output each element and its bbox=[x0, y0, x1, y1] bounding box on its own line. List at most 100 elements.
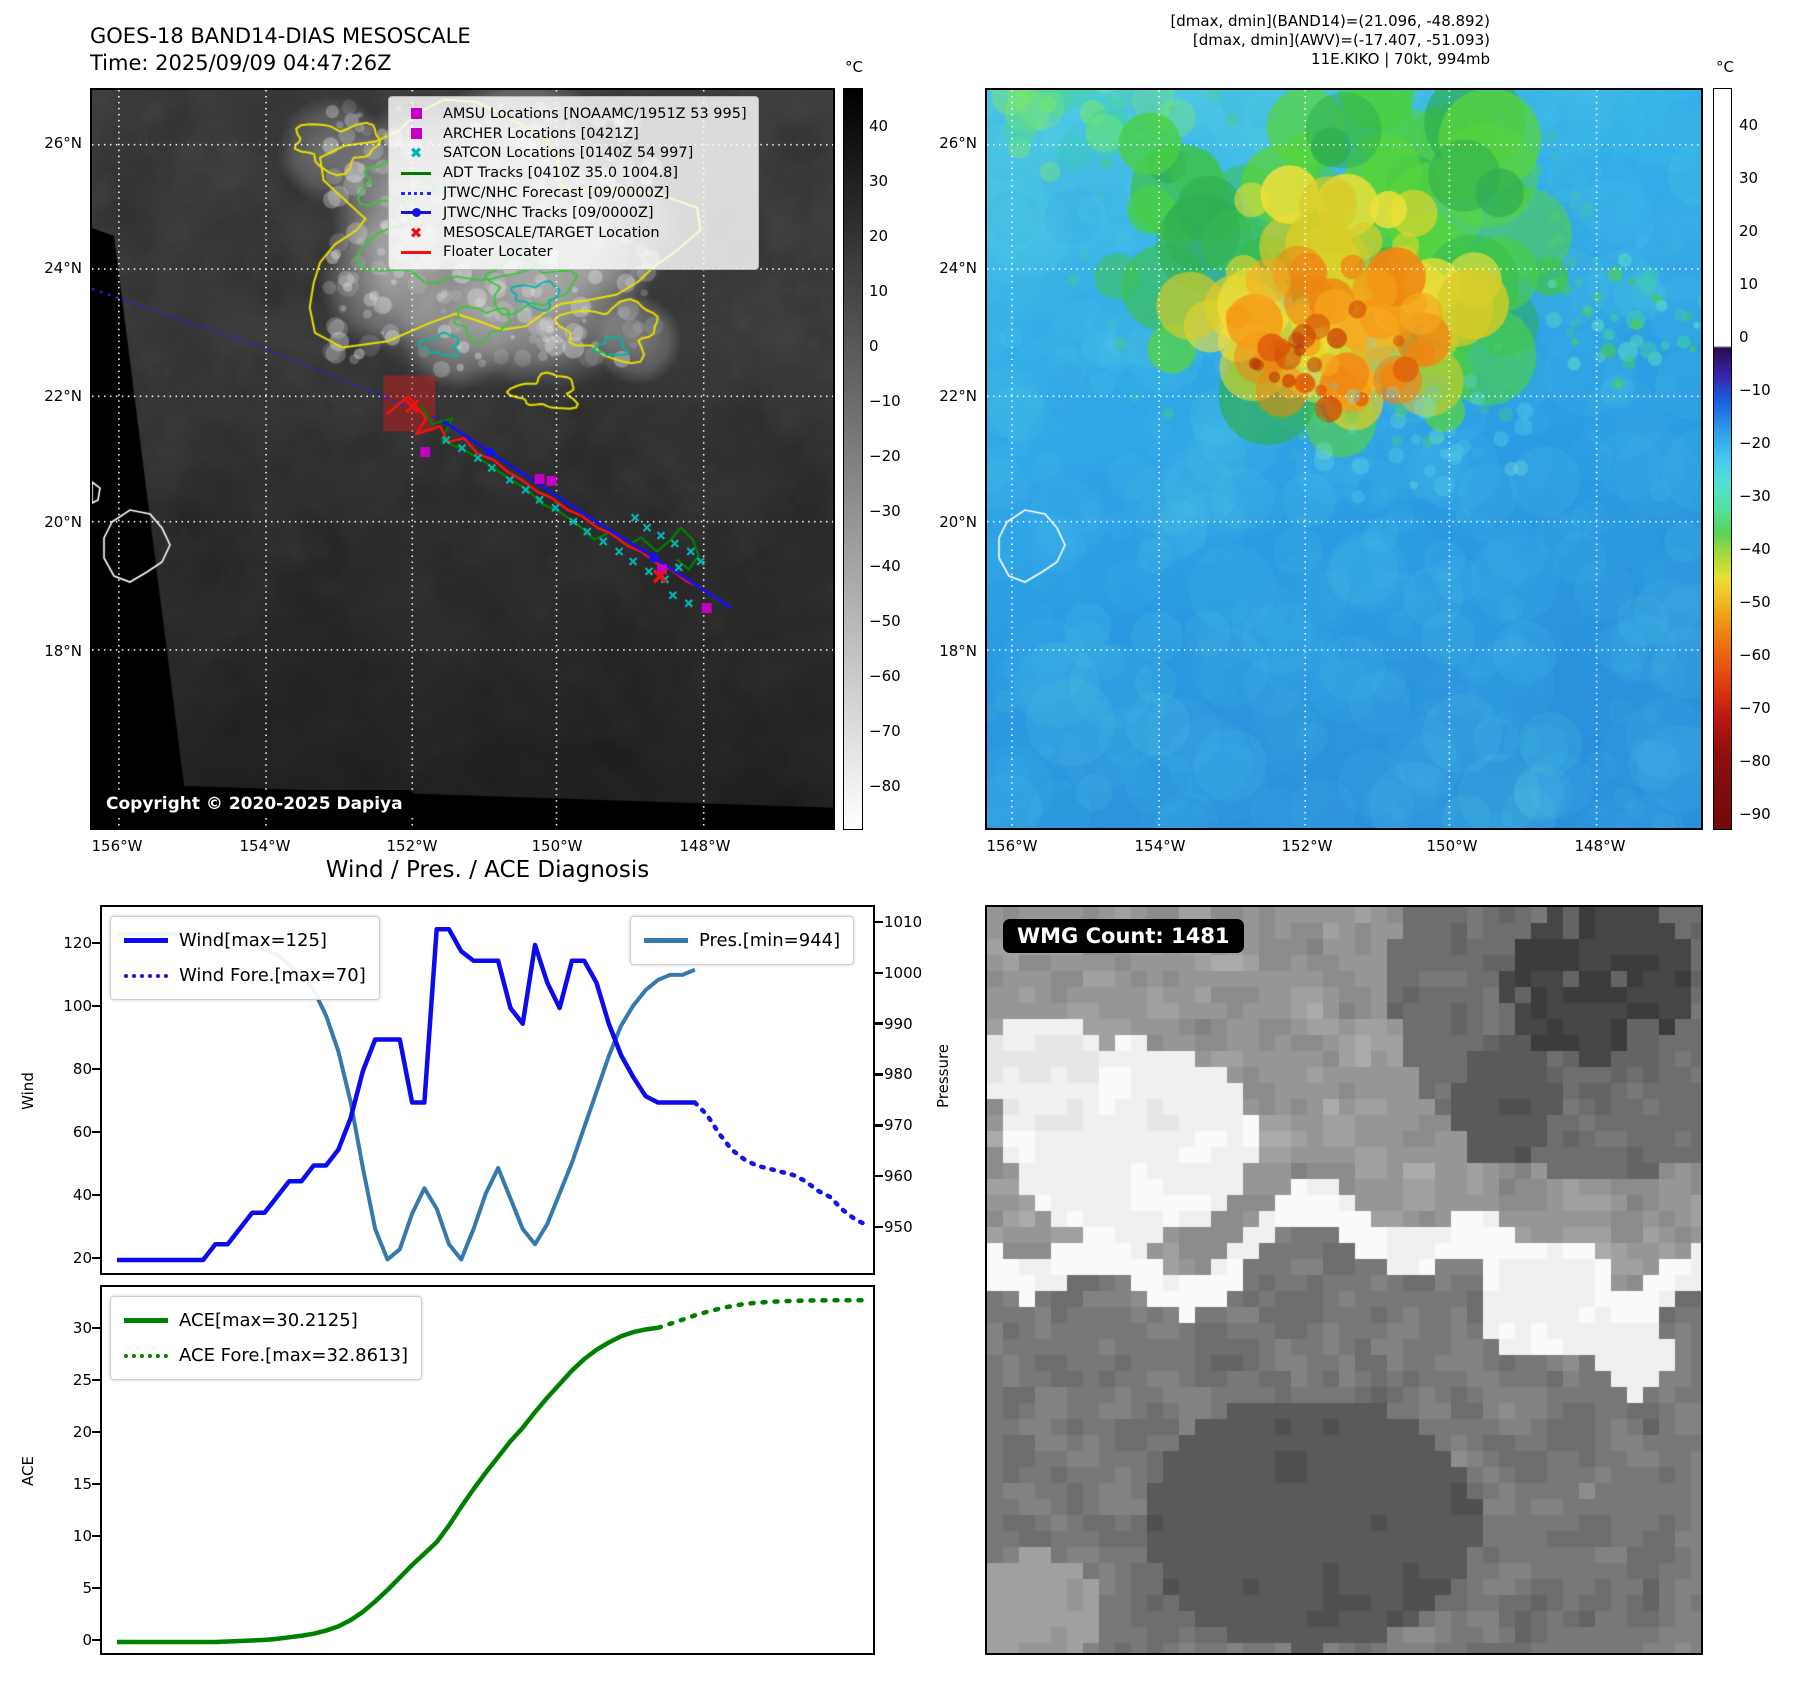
wind-tick: 80 bbox=[72, 1060, 92, 1078]
legend-ace-obs-sample bbox=[124, 1318, 168, 1323]
pressure-tick: 960 bbox=[884, 1167, 913, 1186]
wind-tickmark bbox=[92, 1004, 100, 1008]
pressure-tick: 950 bbox=[884, 1217, 913, 1236]
legend-pres-label: Pres.[min=944] bbox=[699, 930, 841, 951]
band14-colorbar-tick: −20 bbox=[869, 447, 901, 466]
lon-tick-band14: 150°W bbox=[531, 837, 583, 855]
legend-wind-fore: Wind Fore.[max=70] bbox=[124, 958, 366, 993]
map-legend-row-3: ADT Tracks [0410Z 35.0 1004.8] bbox=[396, 163, 747, 183]
band14-map-panel: AMSU Locations [NOAAMC/1951Z 53 995] ARCH… bbox=[90, 88, 835, 830]
lon-tick-band14: 156°W bbox=[91, 837, 143, 855]
wind-tickmark bbox=[92, 1130, 100, 1134]
ace-tick: 10 bbox=[72, 1527, 92, 1545]
band14-title: GOES-18 BAND14-DIAS MESOSCALE bbox=[90, 24, 471, 48]
map-legend-row-1: ARCHER Locations [0421Z] bbox=[396, 124, 747, 144]
x-icon: ✖ bbox=[409, 144, 423, 163]
awv-colorbar-tick: −40 bbox=[1739, 540, 1771, 559]
map-legend-row-0: AMSU Locations [NOAAMC/1951Z 53 995] bbox=[396, 104, 747, 124]
lon-tick-awv: 148°W bbox=[1574, 837, 1626, 855]
band14-colorbar-tick: −30 bbox=[869, 502, 901, 521]
map-legend-label-6: MESOSCALE/TARGET Location bbox=[443, 224, 660, 241]
pressure-tickmark bbox=[875, 971, 883, 975]
line-dot-icon bbox=[396, 208, 436, 218]
legend-ace-obs: ACE[max=30.2125] bbox=[124, 1303, 408, 1338]
ace-tick: 15 bbox=[72, 1475, 92, 1493]
pressure-legend: Pres.[min=944] bbox=[630, 916, 855, 965]
wmg-count-badge: WMG Count: 1481 bbox=[1003, 919, 1244, 953]
map-legend-label-3: ADT Tracks [0410Z 35.0 1004.8] bbox=[443, 165, 679, 182]
legend-ace-fore: ACE Fore.[max=32.8613] bbox=[124, 1338, 408, 1373]
storm-info-block: [dmax, dmin](BAND14)=(21.096, -48.892) [… bbox=[1050, 12, 1490, 69]
ace-tickmark bbox=[92, 1378, 100, 1382]
wind-tick: 40 bbox=[72, 1186, 92, 1204]
lat-tick-awv: 22°N bbox=[939, 387, 977, 405]
line-icon bbox=[396, 171, 436, 175]
map-legend-row-2: ✖ SATCON Locations [0140Z 54 997] bbox=[396, 144, 747, 164]
square-icon bbox=[396, 128, 436, 140]
pressure-tick: 1010 bbox=[884, 913, 923, 931]
legend-wind-obs: Wind[max=125] bbox=[124, 923, 366, 958]
wind-legend: Wind[max=125] Wind Fore.[max=70] bbox=[110, 916, 380, 1000]
pressure-tickmark bbox=[875, 1073, 883, 1076]
awv-colorbar-tick: −80 bbox=[1739, 752, 1771, 771]
awv-overlay bbox=[987, 90, 1701, 828]
awv-colorbar-tick: −60 bbox=[1739, 646, 1771, 665]
pressure-tickmark bbox=[875, 1225, 883, 1229]
awv-colorbar-tick: 0 bbox=[1739, 328, 1749, 347]
wind-tickmark bbox=[92, 941, 100, 945]
band14-colorbar-tick: −60 bbox=[869, 667, 901, 686]
copyright-badge: Copyright © 2020-2025 Dapiya bbox=[95, 790, 414, 818]
ace-tickmark bbox=[92, 1482, 100, 1486]
lon-tick-band14: 152°W bbox=[386, 837, 438, 855]
lon-tick-awv: 150°W bbox=[1426, 837, 1478, 855]
lon-tick-band14: 148°W bbox=[679, 837, 731, 855]
band14-colorbar-tick: −70 bbox=[869, 722, 901, 741]
map-legend-label-4: JTWC/NHC Forecast [09/0000Z] bbox=[443, 185, 670, 202]
ace-tickmark bbox=[92, 1430, 100, 1434]
lon-tick-awv: 156°W bbox=[986, 837, 1038, 855]
map-legend-label-5: JTWC/NHC Tracks [09/0000Z] bbox=[443, 204, 654, 221]
awv-colorbar-tick: −50 bbox=[1739, 593, 1771, 612]
ace-legend: ACE[max=30.2125] ACE Fore.[max=32.8613] bbox=[110, 1296, 422, 1380]
legend-pres-sample bbox=[644, 938, 688, 943]
awv-colorbar-tick: 40 bbox=[1739, 116, 1759, 135]
wmg-image bbox=[987, 907, 1701, 1653]
band14-timestamp: Time: 2025/09/09 04:47:26Z bbox=[90, 51, 392, 75]
ace-plot bbox=[117, 1297, 870, 1645]
awv-colorbar-tick: −70 bbox=[1739, 699, 1771, 718]
legend-pres: Pres.[min=944] bbox=[644, 923, 840, 958]
wind-tick: 100 bbox=[63, 997, 92, 1015]
pressure-tick: 1000 bbox=[884, 963, 923, 982]
pressure-tick: 980 bbox=[884, 1065, 913, 1084]
band14-colorbar-tick: 10 bbox=[869, 282, 889, 301]
wind-tickmark bbox=[92, 1256, 100, 1260]
band14-colorbar bbox=[843, 88, 863, 830]
legend-ace-fore-sample bbox=[124, 1353, 168, 1358]
wind-tickmark bbox=[92, 1193, 100, 1197]
ace-tick: 25 bbox=[72, 1371, 92, 1389]
pressure-tickmark bbox=[875, 1174, 883, 1178]
ace-tickmark bbox=[92, 1534, 100, 1538]
legend-wind-fore-sample bbox=[124, 973, 168, 978]
lat-tick-band14: 18°N bbox=[44, 642, 82, 660]
map-legend-label-7: Floater Locater bbox=[443, 244, 553, 261]
band14-colorbar-tick: −10 bbox=[869, 392, 901, 411]
awv-colorbar-tick: 20 bbox=[1739, 222, 1759, 241]
dmax-dmin-awv: [dmax, dmin](AWV)=(-17.407, -51.093) bbox=[1192, 31, 1490, 49]
lat-tick-awv: 26°N bbox=[939, 134, 977, 152]
map-legend-row-5: JTWC/NHC Tracks [09/0000Z] bbox=[396, 203, 747, 223]
ace-tickmark bbox=[92, 1586, 100, 1590]
band14-colorbar-tick: 20 bbox=[869, 227, 889, 246]
lon-tick-band14: 154°W bbox=[239, 837, 291, 855]
awv-colorbar-tick: 30 bbox=[1739, 169, 1759, 188]
map-legend-row-4: JTWC/NHC Forecast [09/0000Z] bbox=[396, 183, 747, 203]
square-icon bbox=[396, 108, 436, 120]
band14-map-legend: AMSU Locations [NOAAMC/1951Z 53 995] ARCH… bbox=[388, 96, 759, 271]
pressure-tick: 990 bbox=[884, 1014, 913, 1033]
map-legend-row-7: Floater Locater bbox=[396, 243, 747, 263]
pressure-axis-label: Pressure bbox=[934, 1043, 952, 1109]
pressure-tickmark bbox=[875, 920, 883, 924]
band14-colorbar-tick: −80 bbox=[869, 777, 901, 796]
awv-colorbar-unit: °C bbox=[1716, 58, 1734, 76]
